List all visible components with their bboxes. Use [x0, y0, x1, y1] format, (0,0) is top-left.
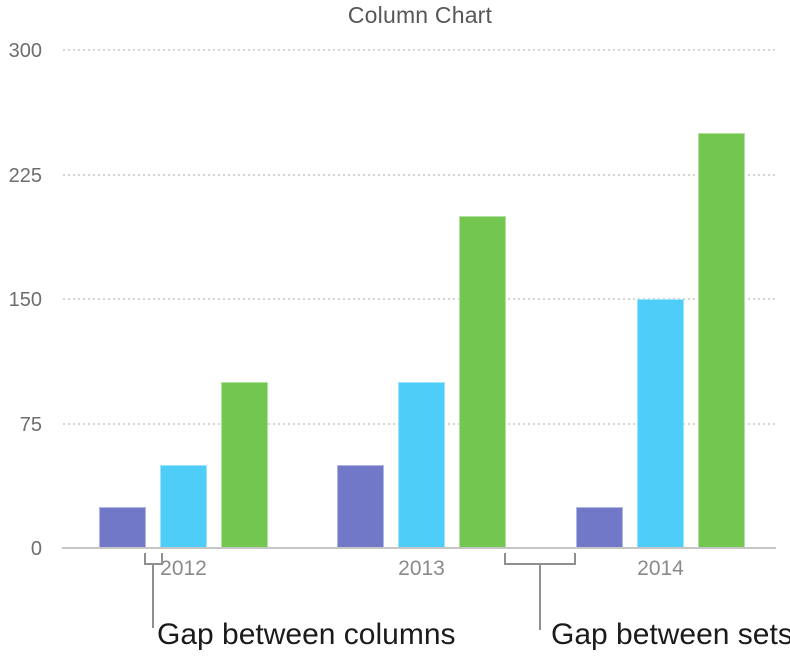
y-axis-label-300: 300: [8, 40, 42, 62]
bar-2014-green-series: [698, 133, 745, 548]
gap-between-sets-callout-line: [539, 563, 541, 630]
bar-2013-blue-series: [398, 382, 445, 548]
y-axis-label-75: 75: [19, 413, 42, 436]
gridline-225: [63, 173, 778, 176]
gridline-150: [63, 298, 778, 300]
bar-2012-purple-series: [99, 506, 146, 548]
x-axis-label-2013: 2013: [398, 557, 445, 580]
x-axis-line: [62, 547, 776, 549]
chart-title: Column Chart: [347, 2, 493, 28]
gridline-300: [63, 49, 778, 51]
x-axis-label-2012: 2012: [160, 557, 207, 580]
bar-2013-green-series: [459, 216, 506, 548]
bar-2014-blue-series: [637, 299, 684, 548]
bar-2012-blue-series: [160, 465, 207, 548]
gap-between-columns-label: Gap between columns: [157, 618, 456, 651]
y-axis-label-225: 225: [8, 164, 42, 187]
bar-2014-purple-series: [576, 506, 623, 548]
bar-2012-green-series: [221, 382, 268, 548]
x-axis-label-2014: 2014: [637, 557, 684, 580]
bar-2013-purple-series: [337, 465, 384, 548]
y-axis-label-150: 150: [8, 289, 42, 311]
gap-between-sets-label: Gap between sets: [551, 618, 790, 651]
y-axis-label-0: 0: [30, 538, 42, 560]
gap-between-columns-callout-line: [152, 563, 154, 628]
